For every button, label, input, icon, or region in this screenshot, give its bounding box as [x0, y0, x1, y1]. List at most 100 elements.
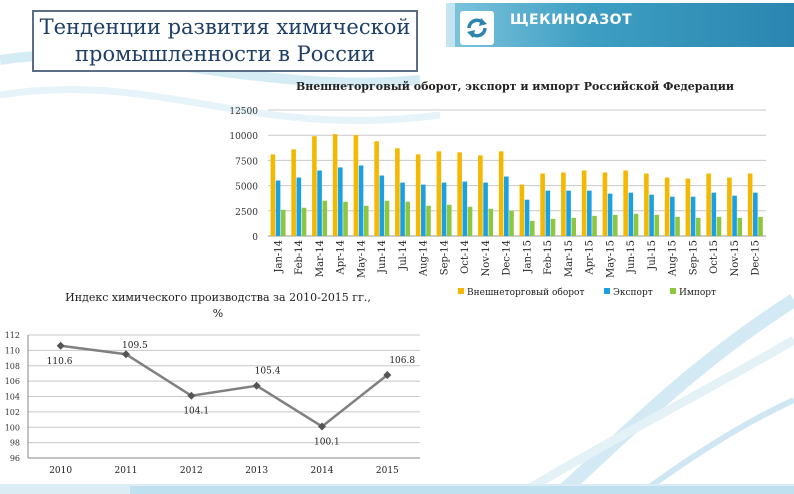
- bar-export: [400, 182, 405, 236]
- brand-logo: [460, 11, 494, 45]
- bar-turnover: [478, 155, 483, 236]
- bar-turnover: [561, 172, 566, 236]
- bar-import: [737, 217, 743, 236]
- page-title-line-1: Тенденции развития химической: [39, 15, 411, 39]
- bar-turnover: [727, 177, 732, 236]
- bar-export: [711, 192, 717, 236]
- bar-import: [550, 218, 556, 236]
- bar-import: [446, 204, 452, 236]
- bar-turnover: [540, 173, 545, 236]
- bar-export: [607, 193, 613, 236]
- bar-import: [592, 215, 597, 236]
- brand-banner: [446, 3, 794, 47]
- bar-turnover: [415, 154, 421, 236]
- bar-export: [504, 176, 509, 236]
- line-chart-y-tick-label: 102: [5, 408, 20, 417]
- legend-swatch: [670, 288, 676, 294]
- bar-import: [301, 207, 307, 236]
- bar-export: [441, 182, 447, 236]
- bar-export: [275, 180, 281, 236]
- line-chart-x-tick-label: 2012: [180, 466, 203, 476]
- bar-chart-x-tick-label: Nov-15: [730, 240, 741, 277]
- bar-chart-x-tick-label: Jan-15: [522, 240, 533, 274]
- bar-export: [379, 175, 385, 236]
- bar-export: [358, 165, 364, 236]
- bar-chart-x-tick-label: Jan-14: [273, 240, 284, 274]
- bar-import: [633, 213, 639, 236]
- line-chart-y-tick-label: 98: [10, 439, 20, 448]
- bar-turnover: [685, 178, 691, 236]
- line-chart-x-tick-label: 2015: [376, 466, 399, 476]
- bar-chart-x-tick-label: Feb-15: [543, 240, 554, 275]
- bar-chart-y-tick-label: 0: [252, 233, 258, 243]
- line-chart-data-label: 110.6: [47, 357, 73, 367]
- line-chart-data-label: 105.4: [255, 367, 281, 377]
- bar-chart-x-tick-label: Nov-14: [481, 240, 492, 277]
- bar-chart-x-tick-label: Mar-14: [315, 240, 326, 277]
- bar-import: [488, 208, 494, 236]
- bar-turnover: [457, 152, 462, 236]
- line-chart-y-tick-label: 108: [5, 362, 20, 371]
- bar-chart-y-tick-label: 5000: [235, 183, 258, 193]
- bar-import: [716, 216, 722, 236]
- bar-chart-x-tick-label: Aug-14: [419, 240, 430, 277]
- bar-chart-y-tick-label: 2500: [235, 208, 258, 218]
- bar-chart-y-tick-label: 12500: [229, 107, 258, 117]
- bar-turnover: [395, 148, 400, 236]
- line-chart-x-tick-label: 2014: [311, 466, 334, 476]
- bar-import: [571, 217, 577, 236]
- bar-export: [524, 199, 530, 236]
- bar-chart-x-tick-label: Dec-15: [751, 240, 762, 276]
- line-chart-y-tick-label: 100: [5, 423, 20, 432]
- bar-import: [467, 206, 473, 236]
- bar-export: [421, 184, 426, 236]
- line-chart-title-line-1: Индекс химического производства за 2010-…: [65, 291, 371, 304]
- bar-turnover: [436, 151, 442, 236]
- legend-swatch: [458, 288, 464, 294]
- bar-chart-x-tick-label: Aug-15: [668, 240, 679, 277]
- bar-export: [587, 190, 592, 236]
- bar-export: [649, 194, 654, 236]
- line-chart-y-tick-label: 106: [5, 377, 20, 386]
- line-chart-y-tick-label: 96: [10, 454, 20, 463]
- legend-swatch: [604, 288, 610, 294]
- bar-chart-y-tick-label: 10000: [229, 132, 258, 142]
- bar-chart-x-tick-label: Jun-14: [377, 240, 388, 274]
- line-chart-point: [383, 370, 392, 379]
- bar-chart-x-tick-label: Oct-15: [709, 240, 720, 274]
- bar-chart-x-tick-label: Apr-15: [585, 240, 596, 276]
- bar-import: [363, 205, 369, 236]
- bar-turnover: [291, 149, 296, 236]
- line-chart-series-line: [60, 344, 389, 429]
- bar-chart-x-tick-label: Jul-15: [647, 240, 658, 271]
- bar-import: [529, 220, 535, 236]
- bar-turnover: [312, 136, 317, 236]
- bar-turnover: [498, 151, 504, 236]
- legend-label: Импорт: [679, 288, 716, 298]
- bar-export: [732, 195, 737, 236]
- page-title-line-2: промышленности в России: [75, 42, 375, 66]
- bar-import: [343, 201, 348, 236]
- line-chart-data-label: 109.5: [122, 341, 148, 351]
- refresh-arrows-icon: [467, 18, 487, 38]
- bar-chart-x-tick-label: Jun-15: [626, 240, 637, 274]
- bar-export: [483, 182, 488, 236]
- bar-turnover: [353, 135, 359, 236]
- line-chart-point: [318, 422, 326, 431]
- bar-turnover: [602, 172, 608, 236]
- bar-turnover: [706, 173, 711, 236]
- bar-chart-x-tick-label: Apr-14: [336, 240, 347, 276]
- brand-banner-stripe: [446, 3, 455, 47]
- bar-import: [322, 200, 328, 236]
- line-chart-point: [187, 391, 196, 400]
- line-chart-title-line-2: %: [213, 307, 223, 320]
- bar-chart-x-tick-label: Feb-14: [294, 240, 305, 275]
- bar-chart-x-tick-label: May-14: [356, 240, 367, 278]
- bar-turnover: [519, 184, 525, 236]
- line-chart-data-label: 100.1: [314, 437, 340, 447]
- bar-import: [612, 214, 618, 236]
- bar-export: [628, 192, 634, 236]
- line-chart-point: [56, 341, 65, 350]
